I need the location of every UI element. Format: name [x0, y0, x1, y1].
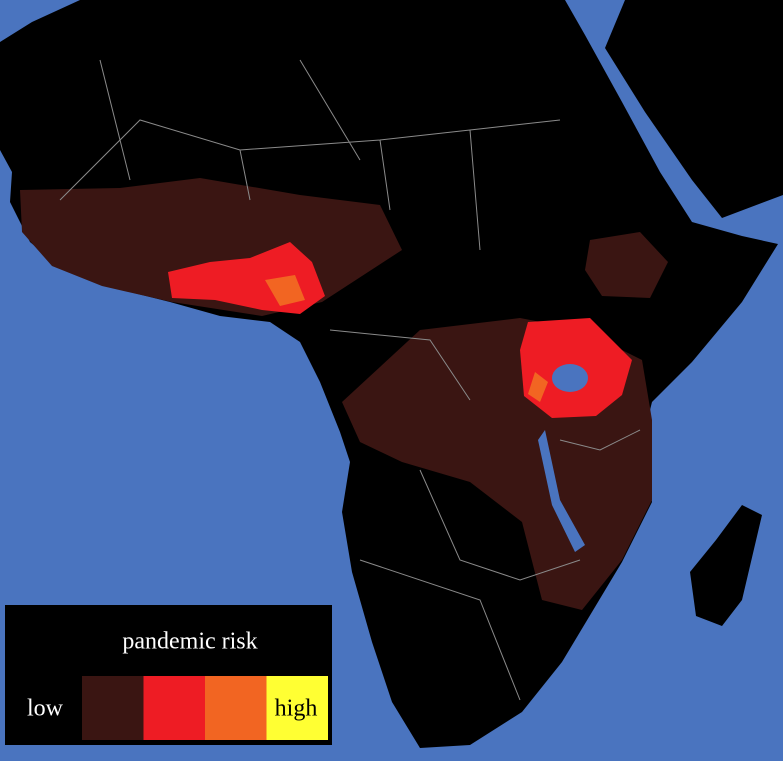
- legend-swatch: [266, 676, 328, 740]
- hotspot-lakes-high: [528, 372, 548, 402]
- legend-swatch: [205, 676, 267, 740]
- hotspot-nigeria-high: [265, 275, 305, 306]
- arabia: [605, 0, 783, 218]
- lake-victoria: [552, 364, 588, 392]
- risk-east: [585, 232, 668, 298]
- legend: pandemic risk low high: [5, 605, 332, 745]
- legend-swatch: [143, 676, 205, 740]
- lake-tanganyika: [538, 430, 585, 552]
- legend-high: high: [275, 696, 318, 722]
- legend-low: low: [27, 696, 64, 722]
- madagascar: [690, 505, 762, 626]
- borders: [59, 59, 641, 701]
- legend-swatch: [82, 676, 144, 740]
- legend-title: pandemic risk: [122, 629, 257, 655]
- legend-swatches: [82, 676, 328, 740]
